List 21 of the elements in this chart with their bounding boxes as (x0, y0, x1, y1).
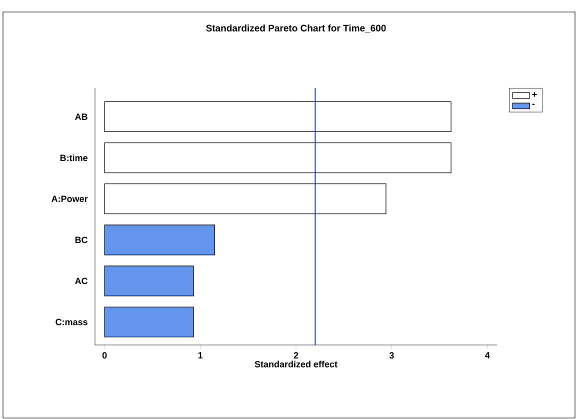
x-tick-label: 0 (102, 352, 107, 359)
bar (104, 142, 452, 174)
bar (104, 101, 452, 132)
bar (104, 224, 215, 256)
legend-label: - (532, 104, 535, 105)
bar (104, 266, 194, 296)
bar (104, 306, 194, 338)
x-tick-label: 4 (485, 352, 490, 358)
y-tick-label: AB (75, 114, 88, 120)
x-tick-label: 1 (198, 352, 203, 358)
y-tick-label: C:mass (56, 318, 88, 326)
y-tick-label: B:time (60, 154, 88, 162)
x-axis-title: Standardized effect (254, 360, 338, 368)
x-tick-label: 3 (389, 352, 394, 359)
x-tick-label: 2 (294, 352, 298, 358)
y-tick-label: AC (75, 278, 88, 284)
y-tick-label: A:Power (52, 196, 88, 202)
bar (104, 184, 386, 214)
y-tick-label: BC (75, 236, 88, 244)
chart-title: Standardized Pareto Chart for Time_600 (206, 24, 386, 33)
legend-label: + (532, 92, 537, 97)
